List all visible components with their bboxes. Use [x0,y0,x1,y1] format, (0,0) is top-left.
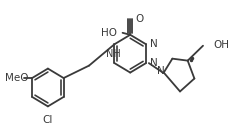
Text: OH: OH [213,40,230,50]
Text: N: N [157,66,165,76]
Text: NH: NH [106,49,121,59]
Text: Cl: Cl [43,115,53,125]
Text: O: O [135,14,143,24]
Text: N: N [150,39,158,49]
Text: MeO: MeO [5,73,29,83]
Text: N: N [150,58,158,68]
Text: HO: HO [101,28,117,38]
